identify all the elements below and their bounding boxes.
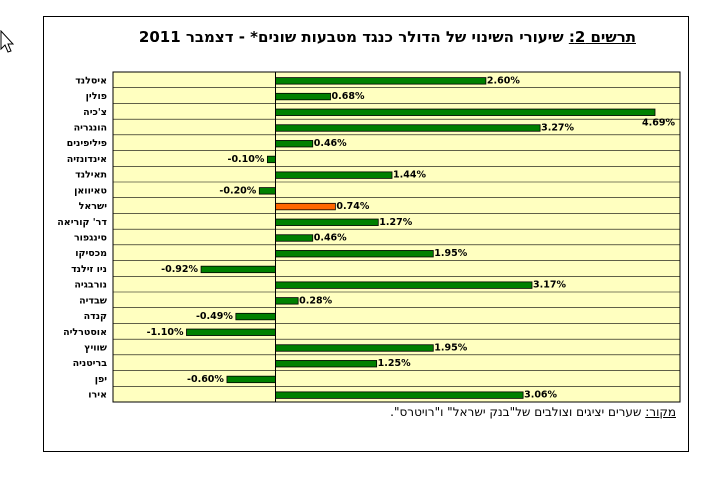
- category-label: שבדיה: [79, 295, 108, 306]
- bar-5: [267, 155, 276, 164]
- data-label: 1.95%: [434, 248, 467, 259]
- bars: [186, 77, 656, 399]
- data-label: 2.60%: [487, 75, 520, 86]
- data-label: 0.74%: [336, 201, 369, 212]
- category-label: קנדה: [84, 311, 107, 322]
- bar-10: [275, 234, 314, 242]
- data-label: 3.27%: [541, 123, 574, 134]
- category-label: אוסטרליה: [63, 327, 107, 338]
- category-label: איסלנד: [75, 75, 107, 86]
- source-text: שערים יציגים וצולבים של"בנק ישראל" ו"רוי…: [390, 405, 646, 419]
- category-label: ישראל: [79, 201, 108, 212]
- data-label: 1.25%: [378, 358, 411, 369]
- bar-7: [258, 187, 276, 195]
- plot-area: [112, 71, 681, 403]
- category-label: צ'כיה: [83, 107, 107, 118]
- category-label: פולין: [86, 91, 107, 102]
- data-label: 3.06%: [524, 390, 557, 401]
- arrow-cursor-icon: [0, 30, 14, 53]
- data-label: 1.27%: [379, 217, 412, 228]
- data-label: 1.95%: [434, 343, 467, 354]
- category-label: ניו זילנד: [71, 264, 107, 275]
- data-label: -0.20%: [219, 185, 256, 196]
- bar-16: [186, 328, 276, 336]
- data-label: 0.68%: [332, 91, 365, 102]
- bar-9: [275, 218, 379, 226]
- source-prefix: מקור:: [645, 405, 676, 419]
- data-labels: 2.60% 0.68% 4.69% 3.27% 0.46% -0.10% 1.44% -0.2…: [147, 75, 676, 400]
- data-label: -0.92%: [161, 264, 198, 275]
- category-label: מכסיקו: [75, 248, 107, 259]
- category-label: סינגפור: [74, 233, 107, 244]
- plot-background: [112, 71, 681, 403]
- category-label: טאיוואן: [74, 185, 107, 196]
- bar-17: [275, 344, 434, 352]
- bar-18: [275, 360, 378, 368]
- bar-13: [275, 281, 533, 289]
- source-note: מקור: שערים יציגים וצולבים של"בנק ישראל"…: [300, 405, 676, 423]
- data-label: -0.49%: [196, 311, 233, 322]
- bar-1: [275, 92, 331, 101]
- gridlines: [113, 87, 680, 387]
- bar-15: [235, 312, 276, 321]
- category-label: הונגריה: [74, 123, 107, 134]
- data-label: 0.46%: [314, 233, 347, 244]
- data-label: 1.44%: [393, 170, 426, 181]
- category-label: בריטניה: [73, 358, 108, 369]
- data-label: -0.60%: [187, 374, 224, 385]
- bar-12: [200, 265, 276, 274]
- bar-4: [275, 140, 314, 148]
- bar-11: [275, 250, 434, 258]
- category-label: יפן: [95, 374, 108, 385]
- category-label: פיליפינים: [67, 138, 107, 149]
- category-label: אינדונזיה: [67, 154, 107, 165]
- category-label: שוויץ: [84, 343, 108, 354]
- data-label: -0.10%: [228, 154, 265, 165]
- category-label: נורבגיה: [74, 280, 107, 291]
- data-label: 0.46%: [314, 138, 347, 149]
- bar-8: [275, 202, 336, 211]
- chart-title: תרשים 2: שיעורי השינוי של הדולר כנגד מטב…: [139, 28, 636, 50]
- bar-19: [226, 375, 276, 384]
- data-label: -1.10%: [147, 327, 184, 338]
- bar-2: [275, 108, 656, 116]
- data-label: 3.17%: [533, 280, 566, 291]
- category-label: אירו: [88, 390, 107, 401]
- chart-title-text: שיעורי השינוי של הדולר כנגד מטבעות שונים…: [138, 28, 569, 46]
- chart-title-prefix: תרשים 2:: [568, 28, 636, 46]
- bar-6: [275, 171, 393, 179]
- bar-3: [275, 124, 541, 132]
- bar-14: [275, 297, 299, 305]
- bar-0: [275, 77, 487, 85]
- bar-20: [275, 391, 524, 399]
- category-label: דר' קוריאה: [57, 217, 107, 228]
- data-label: 0.28%: [299, 295, 332, 306]
- data-label: 4.69%: [642, 117, 675, 128]
- category-label: תאילנד: [75, 170, 107, 181]
- category-labels: איסלנד פולין צ'כיה הונגריה פיליפינים אינדונזי…: [57, 75, 108, 400]
